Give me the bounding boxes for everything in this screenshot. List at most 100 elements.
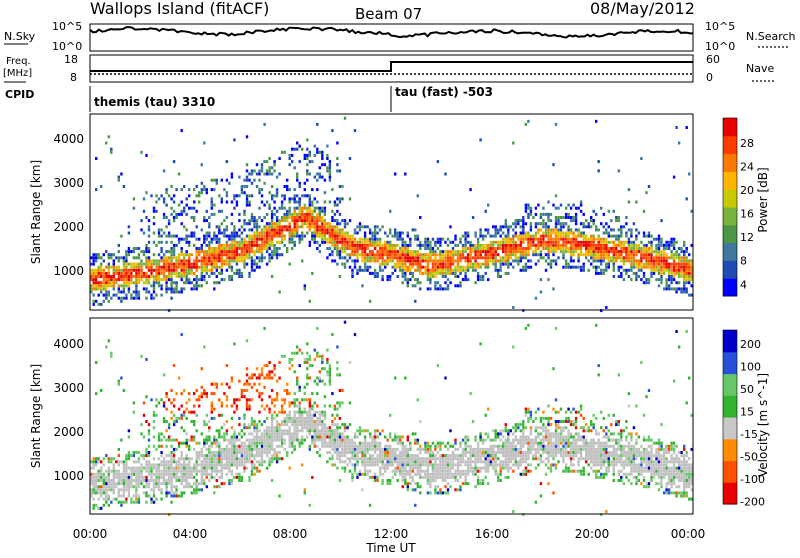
- power-cell: [301, 194, 303, 197]
- power-cell: [278, 207, 280, 210]
- power-cell: [507, 247, 509, 250]
- power-cell: [208, 259, 210, 262]
- velocity-cell: [334, 429, 336, 432]
- velocity-cell: [266, 448, 268, 451]
- power-cell: [213, 232, 215, 235]
- power-cell: [281, 194, 283, 197]
- power-cell: [216, 269, 218, 272]
- power-cell: [218, 256, 220, 259]
- power-cell: [608, 210, 610, 213]
- velocity-cell: [133, 460, 135, 463]
- power-cell: [286, 247, 288, 250]
- power-cell: [223, 244, 225, 247]
- velocity-cell: [163, 479, 165, 482]
- power-cell: [213, 250, 215, 253]
- power-cell: [660, 272, 662, 275]
- velocity-cell: [196, 451, 198, 454]
- velocity-cell: [374, 448, 376, 451]
- velocity-cell: [301, 414, 303, 417]
- velocity-cell: [253, 373, 255, 376]
- power-cell: [206, 188, 208, 191]
- velocity-cell: [304, 398, 306, 401]
- power-cell: [289, 210, 291, 213]
- velocity-cell: [258, 448, 260, 451]
- power-cell: [334, 235, 336, 238]
- power-cell: [181, 287, 183, 290]
- velocity-cell: [256, 467, 258, 470]
- velocity-cell: [344, 426, 346, 429]
- velocity-cell: [374, 429, 376, 432]
- velocity-cell: [394, 473, 396, 476]
- power-cell: [276, 232, 278, 235]
- power-cell: [173, 244, 175, 247]
- velocity-cell: [186, 467, 188, 470]
- velocity-cell: [110, 488, 112, 491]
- power-cell: [123, 297, 125, 300]
- power-cell: [150, 266, 152, 269]
- power-cell: [648, 278, 650, 281]
- power-cell: [326, 169, 328, 172]
- power-cell: [181, 213, 183, 216]
- velocity-cell: [326, 436, 328, 439]
- power-cell: [309, 241, 311, 244]
- velocity-cell: [284, 398, 286, 401]
- power-cell: [655, 278, 657, 281]
- power-cell: [560, 222, 562, 225]
- velocity-cell: [251, 439, 253, 442]
- velocity-cell: [294, 436, 296, 439]
- power-cell: [316, 201, 318, 204]
- velocity-cell: [266, 467, 268, 470]
- power-cell: [492, 263, 494, 266]
- power-cell: [467, 263, 469, 266]
- velocity-cell: [128, 479, 130, 482]
- power-cell: [417, 263, 419, 266]
- power-cell: [233, 194, 235, 197]
- velocity-cell: [163, 460, 165, 463]
- power-cell: [638, 247, 640, 250]
- velocity-cell: [366, 445, 368, 448]
- power-cell: [140, 219, 142, 222]
- power-cell: [344, 241, 346, 244]
- power-cell: [178, 204, 180, 207]
- power-cell: [469, 250, 471, 253]
- power-cell: [583, 213, 585, 216]
- power-cell: [128, 278, 130, 281]
- velocity-cell: [304, 426, 306, 429]
- power-cell: [658, 263, 660, 266]
- velocity-cell: [221, 436, 223, 439]
- power-cell: [686, 263, 688, 266]
- velocity-cell: [334, 423, 336, 426]
- velocity-cell: [130, 467, 132, 470]
- power-cell: [281, 225, 283, 228]
- velocity-cell: [351, 439, 353, 442]
- power-cell: [105, 275, 107, 278]
- velocity-cell: [236, 445, 238, 448]
- power-cell: [251, 238, 253, 241]
- power-cell: [650, 263, 652, 266]
- velocity-cell: [231, 460, 233, 463]
- power-cell: [241, 238, 243, 241]
- power-cell: [525, 123, 527, 126]
- power-cell: [653, 259, 655, 262]
- velocity-cell: [309, 401, 311, 404]
- power-cell: [376, 275, 378, 278]
- velocity-cell: [173, 448, 175, 451]
- power-cell: [206, 250, 208, 253]
- power-cell: [226, 253, 228, 256]
- power-cell: [173, 235, 175, 238]
- power-cell: [238, 194, 240, 197]
- velocity-cell: [138, 495, 140, 498]
- power-cell: [148, 275, 150, 278]
- power-cell: [163, 272, 165, 275]
- power-cell: [103, 284, 105, 287]
- power-cell: [593, 241, 595, 244]
- power-cell: [341, 228, 343, 231]
- power-cell: [371, 232, 373, 235]
- velocity-cell: [93, 491, 95, 494]
- power-cell: [201, 259, 203, 262]
- velocity-cell: [193, 491, 195, 494]
- velocity-cell: [344, 321, 346, 324]
- velocity-cell: [198, 457, 200, 460]
- power-cell: [427, 244, 429, 247]
- power-cell: [253, 241, 255, 244]
